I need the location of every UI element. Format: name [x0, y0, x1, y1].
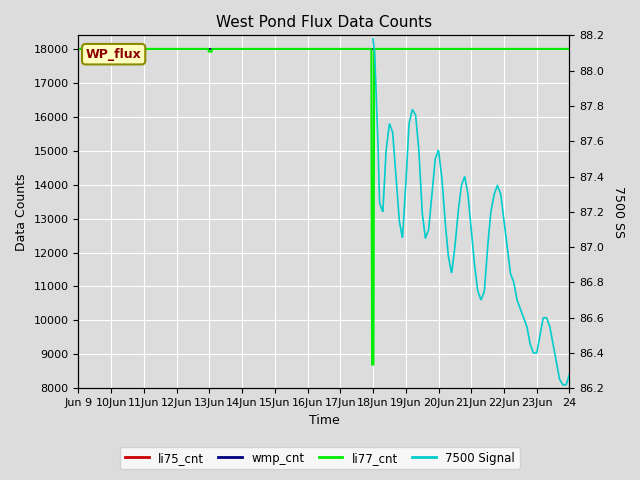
Text: WP_flux: WP_flux — [86, 48, 141, 60]
X-axis label: Time: Time — [308, 414, 339, 427]
Title: West Pond Flux Data Counts: West Pond Flux Data Counts — [216, 15, 432, 30]
Y-axis label: 7500 SS: 7500 SS — [612, 186, 625, 238]
Y-axis label: Data Counts: Data Counts — [15, 173, 28, 251]
Legend: li75_cnt, wmp_cnt, li77_cnt, 7500 Signal: li75_cnt, wmp_cnt, li77_cnt, 7500 Signal — [120, 447, 520, 469]
